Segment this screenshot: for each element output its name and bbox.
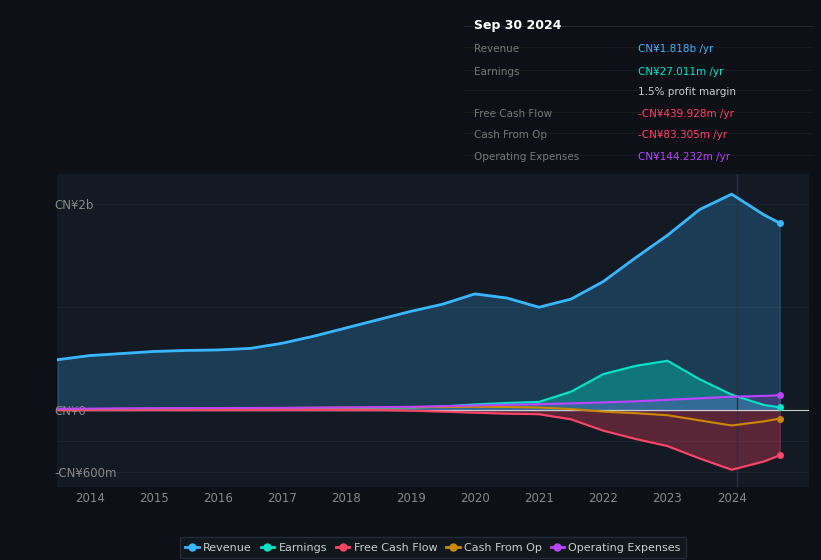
Text: Earnings: Earnings [475,67,520,77]
Text: CN¥27.011m /yr: CN¥27.011m /yr [639,67,723,77]
Point [773,403,787,412]
Point [773,218,787,227]
Point [773,414,787,423]
Text: -CN¥439.928m /yr: -CN¥439.928m /yr [639,109,734,119]
Point [773,391,787,400]
Text: Free Cash Flow: Free Cash Flow [475,109,553,119]
Text: -CN¥83.305m /yr: -CN¥83.305m /yr [639,130,727,141]
Text: CN¥1.818b /yr: CN¥1.818b /yr [639,44,713,54]
Legend: Revenue, Earnings, Free Cash Flow, Cash From Op, Operating Expenses: Revenue, Earnings, Free Cash Flow, Cash … [180,537,686,558]
Point [773,451,787,460]
Text: Revenue: Revenue [475,44,520,54]
Text: CN¥144.232m /yr: CN¥144.232m /yr [639,152,731,162]
Text: Operating Expenses: Operating Expenses [475,152,580,162]
Text: Sep 30 2024: Sep 30 2024 [475,20,562,32]
Text: Cash From Op: Cash From Op [475,130,548,141]
Text: 1.5% profit margin: 1.5% profit margin [639,87,736,97]
